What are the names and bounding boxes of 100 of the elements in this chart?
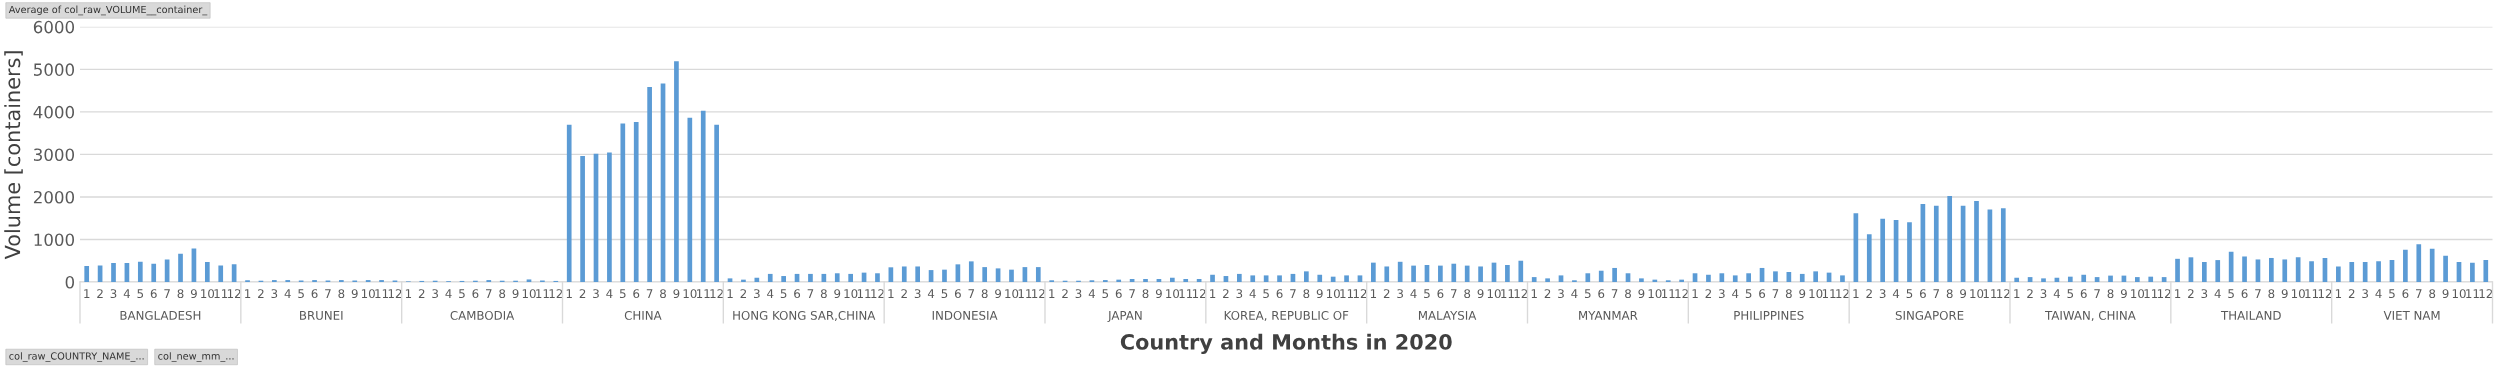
x-tick-label: 11 xyxy=(214,289,228,298)
x-tick-label: 11 xyxy=(1501,289,1514,298)
x-tick-label: 1 xyxy=(888,289,894,298)
x-tick-label: 1 xyxy=(1210,289,1216,298)
x-tick-label: 10 xyxy=(1326,289,1340,299)
x-tick-label: 12 xyxy=(549,289,563,298)
bar xyxy=(1933,205,1939,282)
bar xyxy=(1799,273,1805,282)
bar xyxy=(2148,276,2154,282)
x-tick-label: 1 xyxy=(245,289,251,298)
y-tick-label: 5000 xyxy=(34,63,75,76)
x-tick-label: 12 xyxy=(1675,289,1688,298)
x-tick-label: 5 xyxy=(941,289,948,299)
bar xyxy=(1304,271,1309,282)
x-tick-label: 8 xyxy=(1303,289,1310,299)
x-tick-label: 4 xyxy=(123,289,130,298)
text: TAIWAN, CHINA xyxy=(2044,310,2136,322)
x-tick-label: 6 xyxy=(472,289,479,299)
x-tick-label: 5 xyxy=(1424,289,1430,299)
x-tick-label: 10 xyxy=(1970,289,1984,299)
x-tick-label: 11 xyxy=(536,289,549,298)
x-tick-label: 5 xyxy=(459,289,465,299)
x-tick-label: 8 xyxy=(1946,289,1953,299)
x-tick-label: 5 xyxy=(1584,289,1591,299)
y-tick-label: 1000 xyxy=(34,233,75,247)
bar xyxy=(1974,200,1979,282)
x-tick-label: 2 xyxy=(1544,289,1551,298)
bar xyxy=(1116,279,1122,282)
text: HONG KONG SAR,CHINA xyxy=(733,310,876,322)
bar xyxy=(942,269,947,282)
bar xyxy=(1169,277,1175,282)
x-tick-label: 10 xyxy=(2291,289,2305,299)
x-tick-label: 1 xyxy=(405,289,412,298)
x-tick-label: 8 xyxy=(820,289,827,299)
bar xyxy=(647,87,652,282)
bar xyxy=(1236,273,1242,282)
bar xyxy=(1411,265,1416,282)
x-tick-label: 5 xyxy=(1906,289,1913,299)
x-tick-label: 9 xyxy=(1155,289,1162,299)
bar xyxy=(2309,261,2314,282)
x-tick-label: 2 xyxy=(2027,289,2033,298)
y-tick-label: 0 xyxy=(65,275,75,289)
x-tick-label: 3 xyxy=(914,289,921,299)
bar xyxy=(781,276,786,282)
bar xyxy=(1706,274,1711,282)
bar xyxy=(1035,267,1041,282)
text: BANGLADESH xyxy=(120,310,201,320)
x-tick-label: 10 xyxy=(683,289,697,299)
x-tick-label: 4 xyxy=(606,289,613,298)
bar xyxy=(2429,248,2435,282)
x-tick-label: 3 xyxy=(2362,289,2368,299)
x-tick-label: 7 xyxy=(968,289,975,298)
x-tick-label: 7 xyxy=(1772,289,1779,298)
x-tick-label: 11 xyxy=(1983,289,1997,298)
x-tick-label: 8 xyxy=(981,289,988,299)
bar xyxy=(1397,261,1403,282)
bar xyxy=(1505,264,1510,282)
x-tick-label: 6 xyxy=(1437,289,1444,299)
x-tick-label: 4 xyxy=(927,289,935,298)
x-tick-label: 3 xyxy=(593,289,599,299)
x-tick-label: 12 xyxy=(2157,289,2171,298)
bar xyxy=(2362,262,2368,282)
x-tick-label: 1 xyxy=(84,289,90,298)
x-tick-label: 6 xyxy=(633,289,640,299)
x-tick-label: 7 xyxy=(2416,289,2422,298)
bar xyxy=(2349,262,2355,282)
y-tick-label: 4000 xyxy=(33,105,75,119)
x-tick-label: 8 xyxy=(2107,289,2114,299)
x-tick-label: 9 xyxy=(834,289,841,299)
x-tick-label: 12 xyxy=(1032,289,1045,298)
x-tick-label: 7 xyxy=(2255,289,2261,298)
x-tick-label: 12 xyxy=(1997,289,2010,298)
x-tick-label: 6 xyxy=(1276,289,1283,299)
x-tick-label: 6 xyxy=(2241,289,2248,299)
x-tick-label: 9 xyxy=(2442,289,2449,299)
x-tick-label: 5 xyxy=(2228,289,2234,299)
x-tick-label: 4 xyxy=(284,289,291,298)
x-tick-label: 1 xyxy=(1049,289,1055,298)
chart-title: Average of col_raw_VOLUME__container_ xyxy=(8,5,208,16)
bar xyxy=(1558,275,1564,282)
x-tick-label: 12 xyxy=(1836,289,1849,298)
bar xyxy=(2295,257,2301,282)
bar xyxy=(1598,270,1604,282)
x-tick-label: 9 xyxy=(190,289,197,299)
x-tick-label: 11 xyxy=(697,289,710,298)
x-tick-label: 2 xyxy=(901,289,907,298)
x-tick-label: 5 xyxy=(1102,289,1109,299)
bar xyxy=(1639,278,1644,282)
bar xyxy=(1866,234,1872,282)
bar xyxy=(526,279,532,282)
x-tick-label: 10 xyxy=(201,289,215,299)
x-tick-label: 6 xyxy=(2402,289,2409,299)
x-tick-label: 12 xyxy=(1353,289,1367,298)
bar xyxy=(1009,269,1014,282)
text: CHINA xyxy=(624,310,662,320)
bar xyxy=(2416,244,2422,282)
x-tick-label: 5 xyxy=(137,289,144,299)
x-tick-label: 3 xyxy=(753,289,760,299)
x-tick-label: 9 xyxy=(1638,289,1645,299)
bar xyxy=(1813,271,1819,282)
